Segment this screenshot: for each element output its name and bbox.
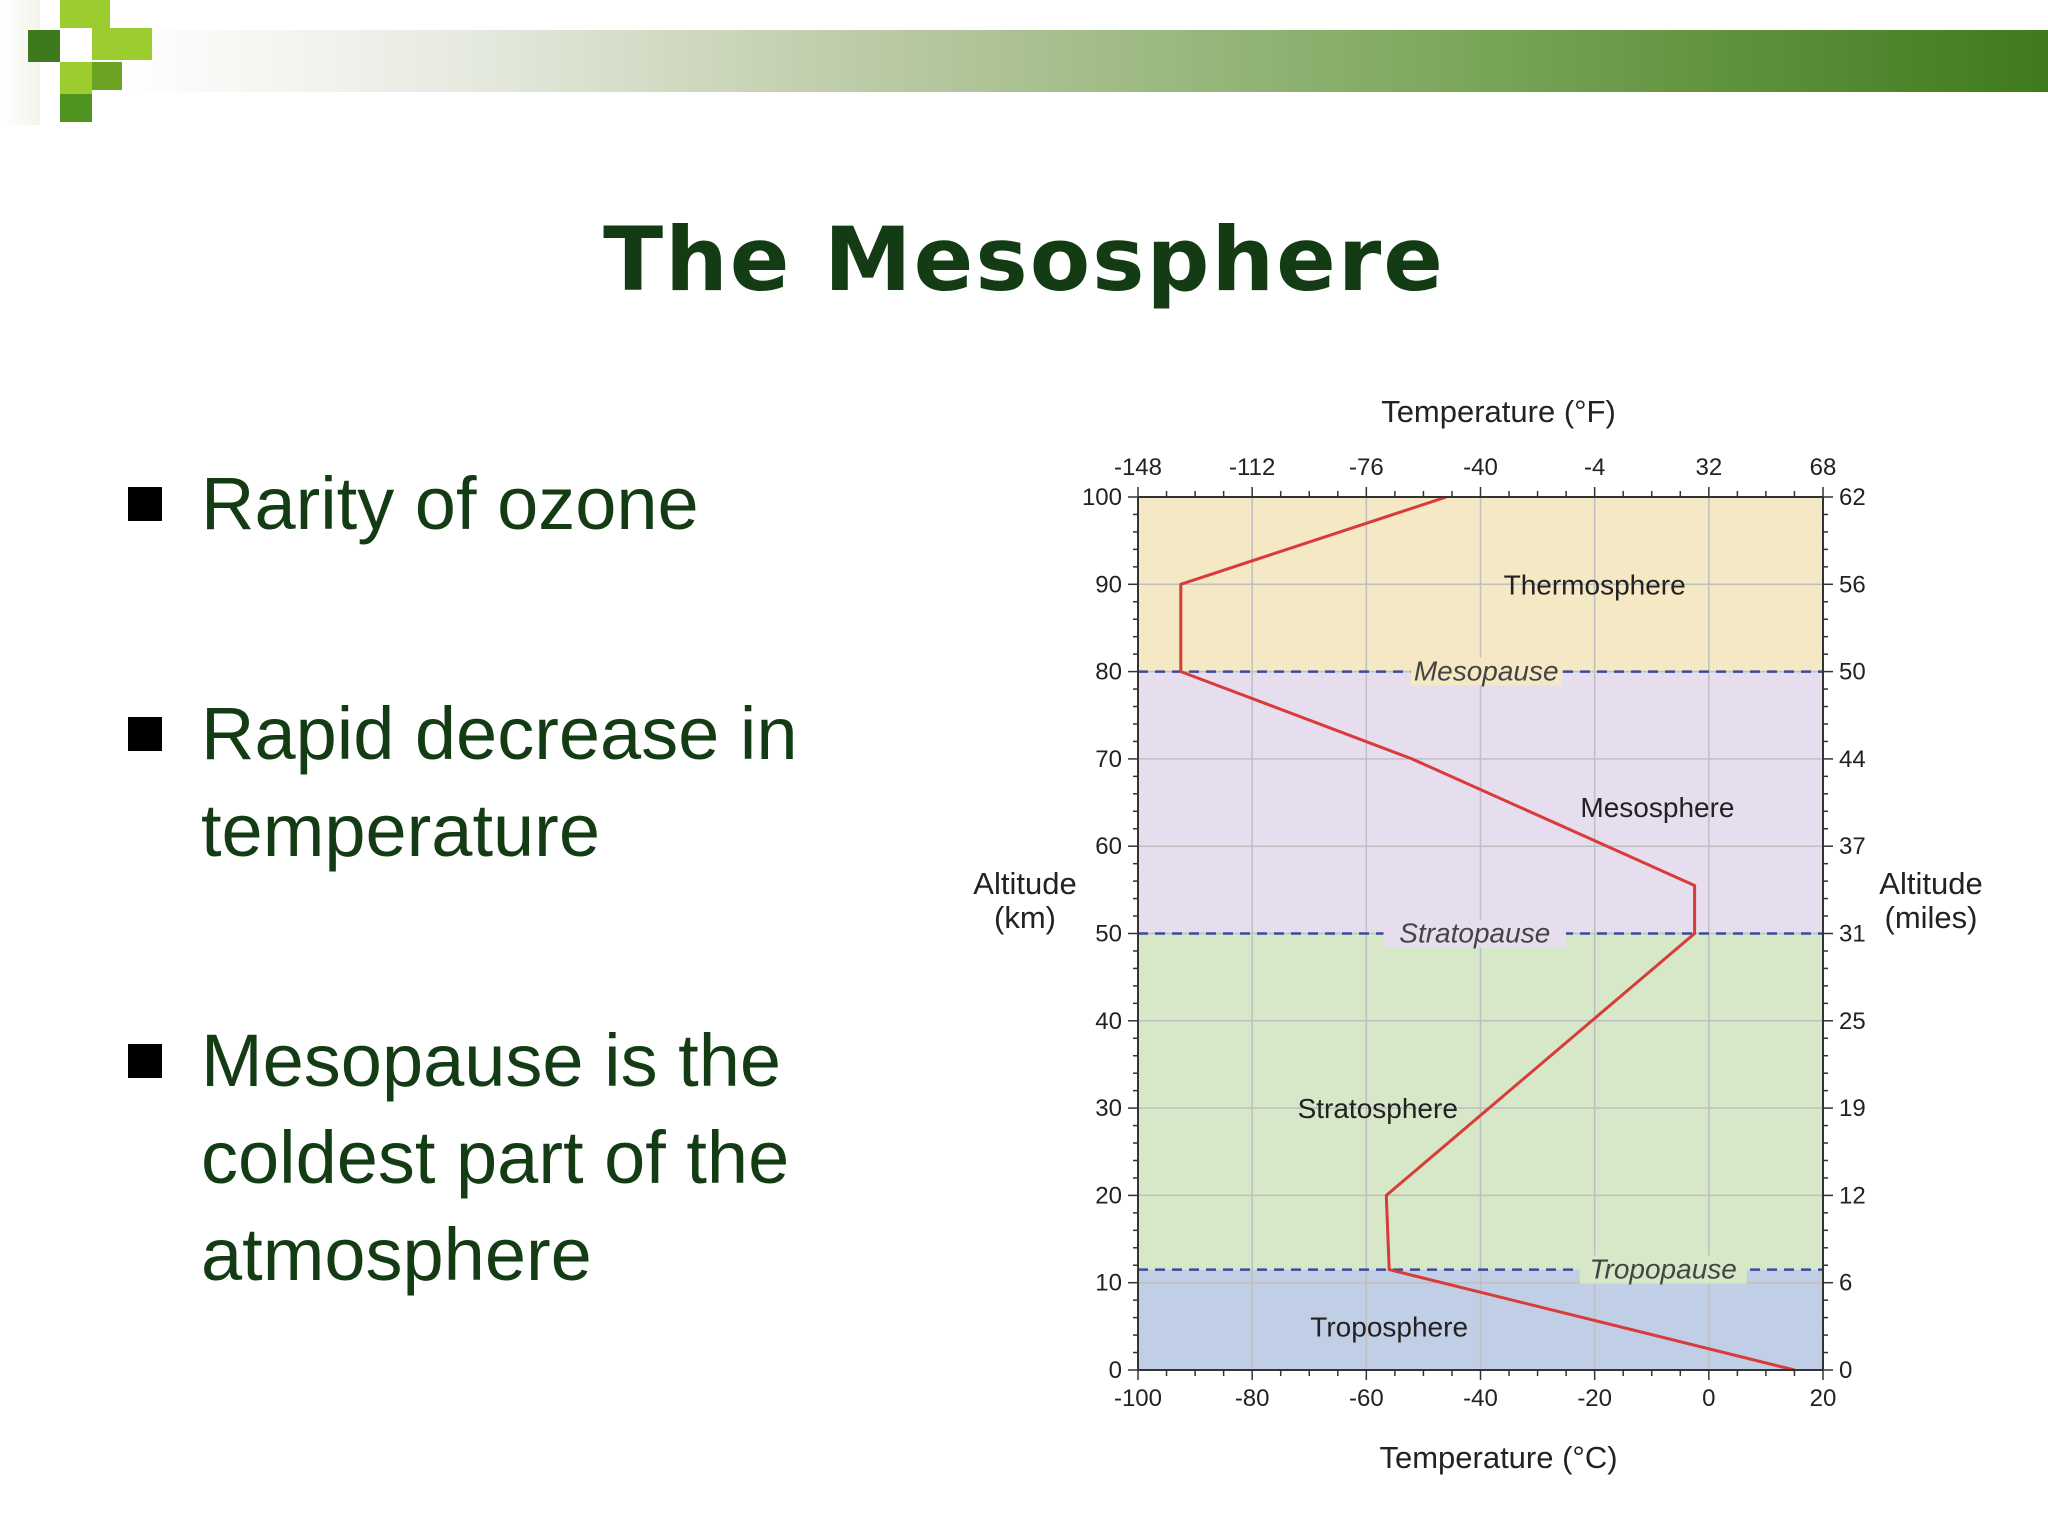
boundary-label-stratopause: Stratopause [1399, 918, 1550, 949]
tick-label-left: 80 [1095, 659, 1122, 686]
tick-label-left: 50 [1095, 921, 1122, 948]
axis-title-right: Altitude [1879, 866, 1982, 901]
tick-label-top: -76 [1349, 454, 1384, 481]
tick-label-left: 20 [1095, 1182, 1122, 1209]
tick-label-left: 40 [1095, 1008, 1122, 1035]
axis-title-left: Altitude [973, 866, 1076, 901]
logo-square [60, 94, 92, 122]
tick-label-bottom: -60 [1349, 1385, 1384, 1412]
logo-square [92, 28, 152, 60]
atmosphere-temperature-chart: Tropopause Stratopause Mesopause Tropospher… [973, 394, 1982, 1475]
layer-label-thermosphere: Thermosphere [1504, 569, 1686, 600]
tick-label-top: -148 [1114, 454, 1162, 481]
tick-label-right: 0 [1839, 1357, 1852, 1384]
tick-label-top: -112 [1229, 454, 1275, 481]
temperature-profile-line [1179, 495, 1795, 1372]
tick-label-bottom: -40 [1463, 1385, 1498, 1412]
tick-label-bottom: -100 [1114, 1385, 1162, 1412]
bullet-marker [128, 717, 162, 751]
tick-label-right: 31 [1839, 921, 1866, 948]
axis-title-left: (km) [994, 900, 1056, 935]
tick-label-right: 25 [1839, 1008, 1866, 1035]
bullet-text: Rapid decrease in temperature [201, 692, 798, 872]
logo-square [60, 62, 92, 94]
tick-label-top: -4 [1584, 454, 1605, 481]
bullet-marker [128, 487, 162, 521]
tick-label-left: 0 [1109, 1357, 1122, 1384]
logo-square [28, 30, 60, 62]
tick-label-right: 6 [1839, 1270, 1852, 1297]
axis-title-bottom: Temperature (°C) [1379, 1440, 1617, 1475]
tick-label-top: 32 [1695, 454, 1722, 481]
logo-square [60, 0, 110, 28]
axis-title-top: Temperature (°F) [1381, 394, 1616, 429]
tick-label-right: 12 [1839, 1182, 1866, 1209]
tick-label-left: 70 [1095, 746, 1122, 773]
tick-label-right: 56 [1839, 571, 1866, 598]
tick-label-top: -40 [1463, 454, 1498, 481]
slide-title: The Mesosphere [603, 208, 1445, 311]
boundary-label-tropopause: Tropopause [1589, 1254, 1736, 1285]
tick-label-right: 50 [1839, 659, 1866, 686]
tick-label-right: 37 [1839, 833, 1866, 860]
logo-squares [0, 0, 160, 125]
tick-label-left: 10 [1095, 1270, 1122, 1297]
tick-label-left: 30 [1095, 1095, 1122, 1122]
bullet-marker [128, 1044, 162, 1078]
boundary-label-bg [1579, 1255, 1747, 1284]
layer-label-troposphere: Troposphere [1310, 1311, 1468, 1342]
boundary-label-bg [1410, 657, 1562, 686]
layer-label-stratosphere: Stratosphere [1298, 1093, 1458, 1124]
boundary-label-mesopause: Mesopause [1414, 656, 1559, 687]
tick-label-bottom: -20 [1577, 1385, 1612, 1412]
layer-label-mesosphere: Mesosphere [1580, 792, 1734, 823]
tick-label-right: 44 [1839, 746, 1866, 773]
logo-square [92, 62, 122, 90]
tick-label-left: 60 [1095, 833, 1122, 860]
axis-title-right: (miles) [1885, 900, 1978, 935]
tick-label-top: 68 [1810, 454, 1837, 481]
header-bar [120, 30, 2048, 92]
bullet-text: Mesopause is the coldest part of the atm… [201, 1019, 790, 1296]
logo-square [0, 0, 40, 125]
bullet-text: Rarity of ozone [201, 462, 699, 545]
tick-label-bottom: 0 [1702, 1385, 1715, 1412]
tick-label-right: 62 [1839, 484, 1866, 511]
tick-label-left: 100 [1082, 484, 1122, 511]
tick-label-bottom: -80 [1235, 1385, 1270, 1412]
boundary-label-bg [1383, 919, 1567, 948]
tick-label-bottom: 20 [1810, 1385, 1837, 1412]
tick-label-right: 19 [1839, 1095, 1866, 1122]
tick-label-left: 90 [1095, 571, 1122, 598]
